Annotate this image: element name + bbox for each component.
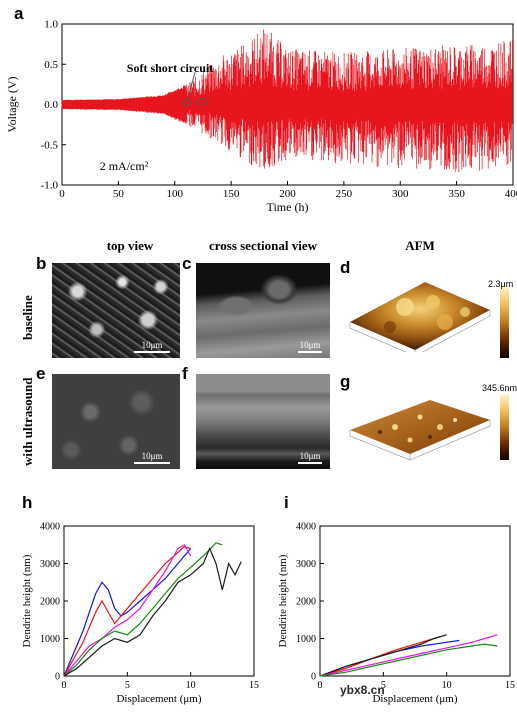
voltage-time-chart: 0 50 100 150 200 250 300 350 400 -1.0 -0.5 0.0 0.5 1.… xyxy=(5,19,517,215)
dendrite-chart-baseline: 0 5 10 15 0 1000 2000 3000 4000 Displacement (μm)… xyxy=(21,522,259,706)
y-axis-label: Dendrite height (nm) xyxy=(21,554,33,647)
x-tick-label: 0 xyxy=(318,680,323,691)
x-axis-label: Displacement (μm) xyxy=(116,693,201,705)
series-line-4 xyxy=(319,634,498,677)
y-axis-label: Dendrite height (nm) xyxy=(277,554,289,647)
series-line-3 xyxy=(319,634,447,677)
afm-colorbar-g xyxy=(500,394,509,460)
series-line-2 xyxy=(63,545,191,677)
y-tick-label: 0 xyxy=(55,672,60,683)
x-tick-label: 15 xyxy=(505,680,515,691)
scale-label-e: 10μm xyxy=(141,451,163,461)
y-tick-label: 2000 xyxy=(296,597,316,608)
y-tick-label: 1000 xyxy=(40,634,60,645)
x-axis-label: Time (h) xyxy=(267,200,309,214)
afm-max-g: 345.6nm xyxy=(482,383,517,393)
series-line-1 xyxy=(63,548,192,677)
y-tick-label: 3000 xyxy=(40,559,60,570)
sem-image-e-ultrasound-top: 10μm xyxy=(52,374,180,469)
y-tick-label: 0.5 xyxy=(44,59,58,71)
y-tick-label: 3000 xyxy=(296,559,316,570)
x-tick-label: 250 xyxy=(336,188,353,200)
series-line-1 xyxy=(319,639,460,677)
x-tick-label: 350 xyxy=(448,188,465,200)
sem-image-f-ultrasound-cross: 10μm xyxy=(196,374,330,469)
y-tick-label: 0 xyxy=(311,672,316,683)
y-tick-label: 4000 xyxy=(40,522,60,533)
panel-label-e: e xyxy=(36,364,46,383)
afm-colorbar-d xyxy=(500,286,509,358)
plot-frame xyxy=(319,525,511,677)
panel-label-a: a xyxy=(14,4,24,23)
scale-label-b: 10μm xyxy=(141,340,163,350)
x-tick-label: 300 xyxy=(392,188,409,200)
sem-image-b-baseline-top: 10μm xyxy=(52,263,180,358)
x-tick-label: 10 xyxy=(442,680,452,691)
panel-label-d: d xyxy=(340,258,351,277)
x-tick-label: 0 xyxy=(62,680,67,691)
x-tick-label: 400 xyxy=(505,188,517,200)
x-tick-label: 150 xyxy=(223,188,240,200)
header-afm: AFM xyxy=(405,238,435,253)
annotation-current-density: 2 mA/cm² xyxy=(100,159,149,173)
x-tick-label: 10 xyxy=(186,680,196,691)
series-line-5 xyxy=(319,643,498,677)
row-label-ultrasound: with ultrasound xyxy=(20,377,35,467)
panel-label-c: c xyxy=(182,254,192,273)
y-tick-label: 0.0 xyxy=(44,99,58,111)
voltage-trace xyxy=(61,29,513,173)
watermark: ybx8.cn xyxy=(340,683,385,697)
scale-label-f: 10μm xyxy=(299,451,321,461)
y-axis-label: Voltage (V) xyxy=(5,76,19,132)
panel-label-g: g xyxy=(340,372,351,391)
x-axis-label: Displacement (μm) xyxy=(372,693,457,705)
header-top-view: top view xyxy=(106,238,154,253)
x-tick-label: 100 xyxy=(167,188,184,200)
panel-label-h: h xyxy=(22,493,33,512)
row-label-baseline: baseline xyxy=(20,295,35,340)
afm-surface-d xyxy=(349,282,491,352)
annotation-soft-short: Soft short circuit xyxy=(127,61,213,75)
header-cross-section: cross sectional view xyxy=(208,238,318,253)
x-tick-label: 50 xyxy=(113,188,125,200)
x-tick-label: 0 xyxy=(59,188,65,200)
series-line-4 xyxy=(63,542,223,677)
series-line-2 xyxy=(319,636,441,677)
x-tick-label: 5 xyxy=(125,680,130,691)
y-tick-label: 2000 xyxy=(40,597,60,608)
afm-max-d: 2.3μm xyxy=(488,279,514,289)
series-line-5 xyxy=(63,546,242,677)
y-tick-label: 1.0 xyxy=(44,19,58,31)
y-tick-label: -1.0 xyxy=(41,180,59,192)
x-tick-label: 15 xyxy=(249,680,259,691)
sem-image-c-baseline-cross: 10μm xyxy=(196,263,330,358)
short-pointer xyxy=(186,72,196,101)
scale-label-c: 10μm xyxy=(299,340,321,350)
y-tick-label: 4000 xyxy=(296,522,316,533)
panel-label-f: f xyxy=(182,364,188,383)
dendrite-chart-ultrasound: 0 5 10 15 0 1000 2000 3000 4000 Displacement (μm)… xyxy=(277,522,515,706)
panel-label-i: i xyxy=(284,493,289,512)
series-line-3 xyxy=(63,543,192,677)
panel-label-b: b xyxy=(36,254,47,273)
y-tick-label: 1000 xyxy=(296,634,316,645)
y-tick-label: -0.5 xyxy=(41,139,59,151)
afm-surface-g xyxy=(349,400,491,461)
x-tick-label: 200 xyxy=(279,188,296,200)
x-tick-label: 5 xyxy=(381,680,386,691)
short-marker-2 xyxy=(196,97,208,105)
